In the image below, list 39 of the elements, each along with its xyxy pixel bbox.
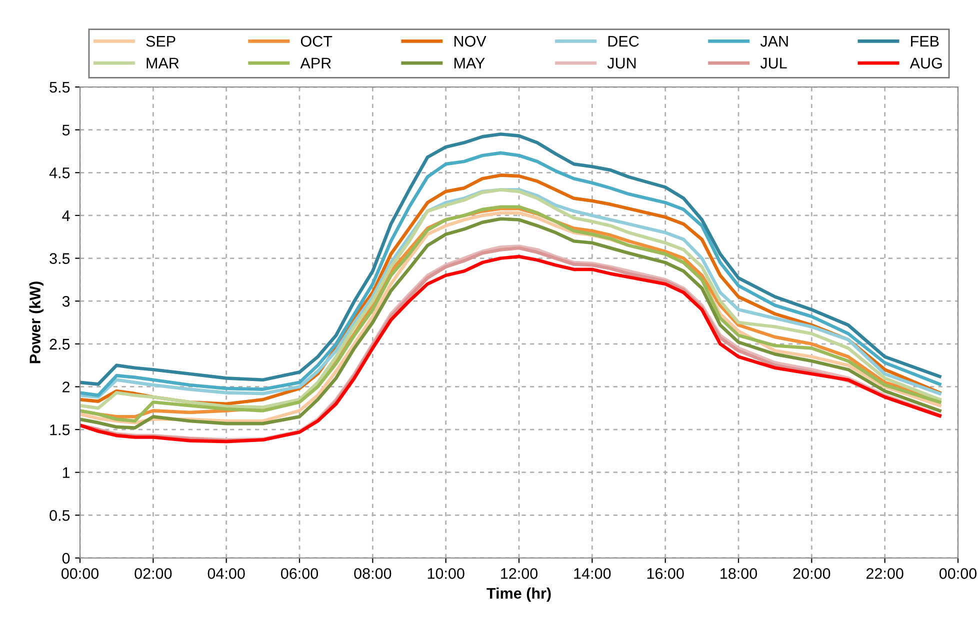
x-tick-label: 16:00 — [647, 568, 684, 579]
x-tick-label: 02:00 — [134, 568, 172, 579]
y-tick-label: 5.5 — [50, 82, 70, 93]
x-tick-label: 10:00 — [428, 568, 464, 579]
y-tick-label: 2.5 — [50, 338, 70, 350]
legend-label: MAR — [146, 58, 179, 68]
legend-label: AUG — [910, 58, 942, 69]
y-tick-label: 4 — [62, 210, 70, 221]
y-tick-label: 3.5 — [50, 253, 70, 264]
x-tick-label: 06:00 — [280, 568, 318, 579]
y-tick-label: 1.5 — [50, 424, 70, 436]
y-tick-label: 3 — [62, 296, 70, 307]
legend-label: JUL — [760, 58, 787, 69]
x-tick-label: 18:00 — [720, 568, 758, 579]
x-tick-label: 22:00 — [866, 568, 904, 579]
legend-label: APR — [300, 58, 331, 68]
y-tick-label: 2 — [62, 382, 70, 392]
y-tick-label: 5 — [62, 124, 70, 136]
legend-label: JUN — [607, 58, 636, 69]
legend-label: FEB — [911, 36, 939, 47]
x-tick-label: 08:00 — [354, 568, 392, 579]
x-tick-label: 04:00 — [208, 568, 245, 579]
x-tick-label: 00:00 — [939, 568, 977, 579]
legend-label: MAY — [454, 58, 485, 68]
y-axis-title: Power (kW) — [29, 282, 44, 364]
legend-label: OCT — [300, 36, 332, 47]
legend-label: JAN — [760, 36, 788, 47]
x-tick-label: 00:00 — [61, 568, 99, 579]
x-axis-title: Time (hr) — [486, 588, 551, 602]
legend-label: NOV — [454, 36, 486, 47]
legend-label: SEP — [146, 36, 176, 47]
y-tick-label: 0.5 — [50, 510, 70, 521]
x-tick-label: 14:00 — [574, 568, 611, 579]
y-tick-label: 1 — [62, 467, 70, 478]
y-tick-label: 4.5 — [49, 168, 70, 178]
y-tick-label: 0 — [62, 552, 70, 564]
x-tick-label: 20:00 — [793, 568, 830, 579]
legend-label: DEC — [608, 36, 639, 47]
x-tick-label: 12:00 — [501, 568, 538, 579]
